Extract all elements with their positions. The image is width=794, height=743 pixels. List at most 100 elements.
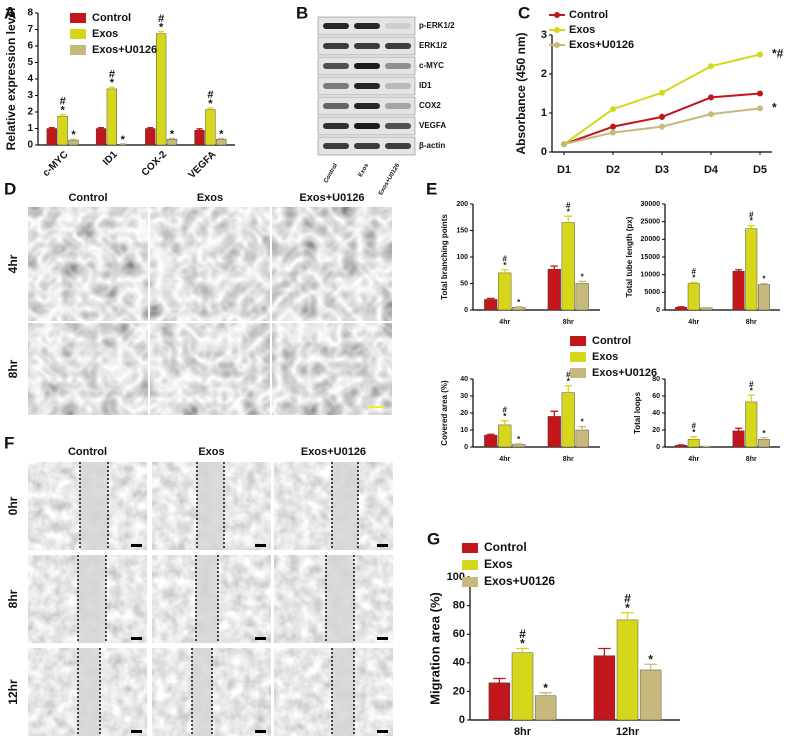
blot-band [385, 63, 411, 69]
significance-label: * [750, 217, 754, 226]
bar [512, 444, 526, 448]
significance-label: * [762, 429, 766, 438]
y-axis-label: Absorbance (450 nm) [514, 32, 528, 154]
error-bar [735, 269, 743, 272]
y-tick-label: 0 [656, 307, 660, 314]
significance-label: # [624, 591, 631, 605]
y-axis-label: Covered area (%) [440, 380, 449, 446]
legend-label: Exos [592, 351, 618, 363]
y-tick-label: 25000 [641, 219, 661, 226]
column-label: Exos+U0126 [301, 446, 366, 458]
marker [561, 141, 567, 148]
scale-bar [255, 730, 266, 733]
marker [610, 106, 616, 113]
x-tick-label: D4 [704, 164, 719, 176]
column-label: Exos [197, 192, 223, 204]
significance-label: * [648, 652, 653, 666]
y-tick-label: 3 [541, 29, 547, 41]
significance-label: * [159, 22, 164, 34]
bar [757, 284, 770, 311]
legend-swatch [570, 368, 586, 378]
legend-label: Control [92, 12, 131, 24]
error-bar [564, 385, 573, 393]
error-bar [550, 265, 559, 270]
bar [194, 129, 205, 146]
significance-label: * [750, 386, 754, 395]
significance-label: * [503, 261, 507, 270]
panel-label: C [518, 3, 530, 22]
bar [106, 88, 117, 146]
error-bar [516, 647, 529, 653]
row-label: 12hr [6, 679, 20, 705]
legend-label: Exos+U0126 [592, 367, 657, 379]
y-tick-label: 0 [541, 146, 547, 158]
bar [732, 430, 745, 448]
bar [575, 429, 589, 448]
significance-label: # [749, 380, 754, 389]
blot-band [354, 103, 380, 109]
x-tick-label: D3 [655, 164, 669, 176]
panel-label: B [296, 3, 308, 22]
error-bar [48, 127, 55, 129]
marker [610, 129, 616, 136]
bar [675, 306, 688, 311]
blot-band [323, 83, 349, 89]
scale-bar [131, 730, 142, 733]
blot-band [323, 103, 349, 109]
significance-label: # [109, 68, 115, 80]
significance-label: * [219, 128, 224, 140]
blot-band [354, 23, 380, 29]
y-tick-label: 7 [27, 24, 33, 35]
x-tick-label: D2 [606, 164, 620, 176]
bar [547, 268, 561, 311]
scale-bar [255, 544, 266, 547]
y-tick-label: 3 [27, 90, 33, 101]
marker [757, 90, 763, 97]
row-label: 8hr [6, 589, 20, 608]
significance-label: * [581, 272, 585, 281]
y-tick-label: 30 [460, 393, 468, 400]
blot-band [323, 143, 349, 149]
y-tick-label: 40 [453, 657, 465, 669]
line [563, 53, 761, 146]
x-tick-label: ID1 [101, 149, 120, 168]
panel-label: G [427, 529, 440, 548]
error-bar [207, 107, 214, 110]
y-tick-label: 40 [460, 376, 468, 383]
significance-label: *# [772, 47, 784, 61]
marker [659, 113, 665, 120]
row-label: 0hr [6, 496, 20, 515]
bar [484, 434, 498, 448]
y-tick-label: 5 [27, 57, 33, 68]
y-tick-label: 60 [453, 628, 465, 640]
x-tick-label: 8hr [563, 319, 574, 326]
y-tick-label: 4 [27, 74, 33, 85]
blot-protein-label: COX2 [419, 101, 441, 110]
significance-label: # [692, 422, 697, 431]
legend-swatch [462, 560, 478, 570]
x-tick-label: 4hr [499, 456, 510, 463]
legend-label: Control [592, 335, 631, 347]
significance-label: * [170, 128, 175, 140]
error-bar [621, 612, 634, 620]
wound-area [78, 555, 106, 643]
blot-lane-label: Exos [358, 162, 371, 178]
bar [561, 222, 575, 311]
error-bar [747, 394, 755, 402]
bar [575, 283, 589, 311]
bar [488, 682, 511, 721]
legend-label: Exos [92, 28, 118, 40]
error-bar [196, 128, 203, 131]
error-bar [169, 137, 175, 140]
row-label: 8hr [6, 359, 20, 378]
significance-label: # [60, 96, 66, 108]
bar [639, 669, 662, 721]
micrograph [150, 323, 270, 415]
significance-label: * [762, 275, 766, 284]
micrograph [272, 323, 392, 415]
error-bar [70, 138, 77, 141]
panel-label: F [4, 433, 14, 452]
y-axis-label: Relative expression level [4, 8, 18, 151]
significance-label: * [692, 274, 696, 283]
